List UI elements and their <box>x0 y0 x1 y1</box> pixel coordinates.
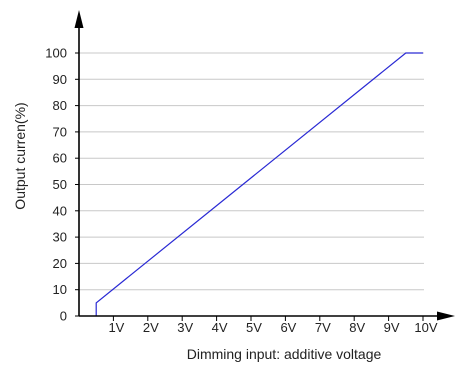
x-tick-label: 5V <box>246 320 262 335</box>
series-layer <box>95 52 423 316</box>
y-tick-label: 70 <box>53 124 67 139</box>
y-tick-label: 10 <box>53 282 67 297</box>
x-tick-label: 1V <box>108 320 124 335</box>
x-tick-label: 7V <box>315 320 331 335</box>
y-tick-label: 90 <box>53 72 67 87</box>
axes <box>74 10 455 321</box>
x-axis-title: Dimming input: additive voltage <box>187 346 382 362</box>
x-tick-label: 2V <box>143 320 159 335</box>
y-tick-label: 30 <box>53 230 67 245</box>
y-tick-label: 0 <box>60 309 67 324</box>
y-axis-title: Output curren(%) <box>12 102 28 209</box>
y-tick-label: 20 <box>53 256 67 271</box>
y-axis-arrow-icon <box>74 10 84 28</box>
x-tick-label: 6V <box>280 320 296 335</box>
y-tick-label: 100 <box>45 46 67 61</box>
x-axis-arrow-icon <box>437 311 455 321</box>
x-tick-label: 3V <box>177 320 193 335</box>
series-line <box>95 52 423 316</box>
x-tick-label: 10V <box>414 320 437 335</box>
y-tick-label: 40 <box>53 203 67 218</box>
y-tick-label: 50 <box>53 177 67 192</box>
x-tick-label: 8V <box>349 320 365 335</box>
grid <box>79 52 424 291</box>
y-tick-label: 80 <box>53 98 67 113</box>
y-tick-label: 60 <box>53 151 67 166</box>
ticks: 0 10 20 30 40 50 60 70 80 90 100 1V 2V 3V 4V 5V 6V 7V 8V 9V… <box>45 46 438 336</box>
x-tick-label: 9V <box>384 320 400 335</box>
x-tick-label: 4V <box>212 320 228 335</box>
